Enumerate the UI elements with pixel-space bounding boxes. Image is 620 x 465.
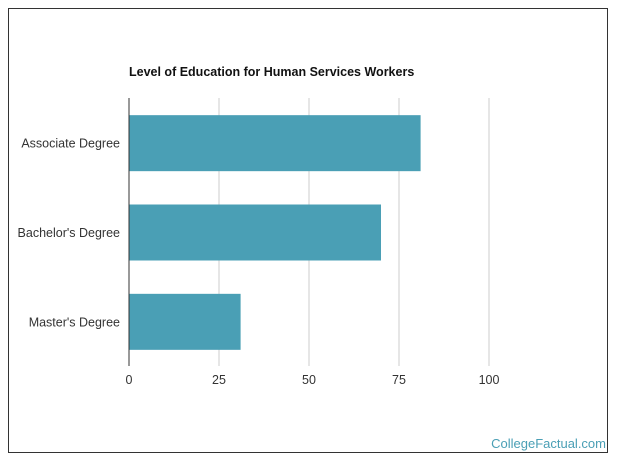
x-tick-label-50: 50 — [302, 373, 316, 387]
chart-title: Level of Education for Human Services Wo… — [129, 65, 414, 79]
x-tick-label-75: 75 — [392, 373, 406, 387]
category-label-1: Bachelor's Degree — [18, 226, 120, 240]
bars — [129, 115, 421, 350]
bar-0 — [129, 115, 421, 172]
x-tick-label-25: 25 — [212, 373, 226, 387]
bar-1 — [129, 204, 381, 261]
source-watermark[interactable]: CollegeFactual.com — [491, 436, 606, 451]
axes: 0 25 50 75 100 Associate Degree Bachelor's Deg… — [18, 98, 500, 387]
category-label-0: Associate Degree — [21, 137, 120, 151]
x-tick-label-100: 100 — [479, 373, 500, 387]
x-tick-label-0: 0 — [126, 373, 133, 387]
bar-2 — [129, 293, 241, 350]
category-label-2: Master's Degree — [29, 315, 120, 329]
